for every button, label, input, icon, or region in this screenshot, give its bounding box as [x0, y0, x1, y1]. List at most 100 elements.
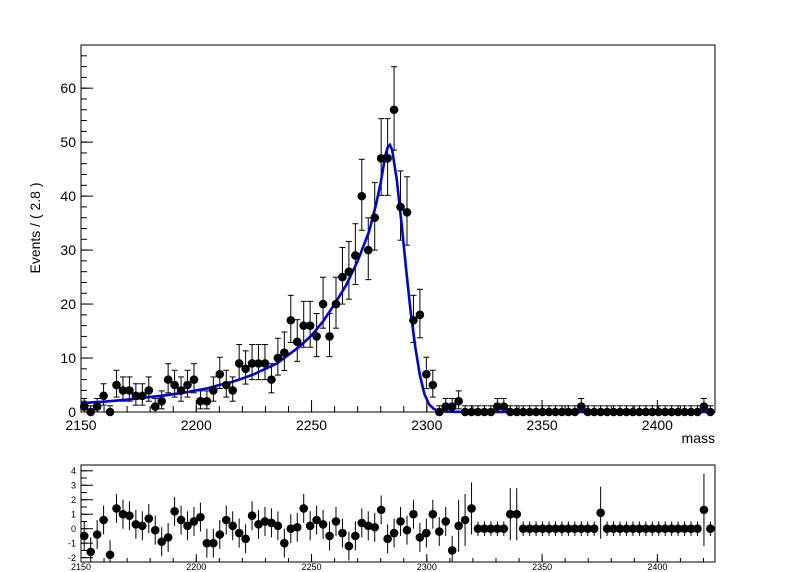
data-point [338, 272, 347, 282]
data-point [92, 530, 102, 539]
data-point [260, 359, 270, 368]
data-point [660, 524, 670, 534]
data-point [615, 524, 625, 534]
data-point [583, 524, 593, 534]
y-tick-label: 1 [71, 509, 76, 519]
data-point [267, 375, 276, 384]
data-point [622, 524, 631, 534]
data-point [86, 547, 95, 557]
data-point [125, 386, 134, 395]
data-point [609, 407, 618, 417]
data-point [635, 524, 644, 534]
data-point [557, 524, 567, 534]
data-point [202, 396, 212, 406]
data-point [221, 515, 231, 525]
data-point [667, 524, 676, 534]
y-tick-label: 50 [60, 134, 76, 150]
data-point [209, 538, 218, 548]
data-point [693, 524, 702, 534]
data-point [234, 528, 244, 538]
data-point [254, 520, 263, 529]
data-point [170, 380, 179, 390]
data-point [396, 517, 405, 526]
data-point [112, 504, 121, 513]
data-point [138, 521, 147, 531]
data-point [86, 407, 95, 417]
data-point [344, 541, 354, 551]
data-point [189, 517, 199, 526]
data-point [163, 375, 173, 384]
data-point [480, 407, 489, 417]
data-point [518, 524, 528, 534]
data-point [576, 402, 586, 411]
x-tick-label: 2150 [71, 562, 91, 572]
data-point [460, 407, 470, 417]
data-point [628, 524, 638, 534]
data-point [654, 524, 664, 534]
data-point [499, 524, 509, 534]
x-tick-label: 2300 [417, 562, 437, 572]
data-point [686, 524, 696, 534]
data-point [641, 524, 651, 534]
data-point [473, 524, 483, 534]
data-point [312, 332, 321, 341]
data-point [299, 321, 309, 330]
data-point [699, 505, 709, 515]
data-point [228, 521, 237, 531]
data-point [131, 520, 141, 529]
data-point [538, 407, 547, 417]
data-point [641, 407, 651, 417]
data-point [338, 528, 347, 538]
data-point [538, 524, 547, 534]
residual-error-bars [81, 473, 714, 562]
data-point [447, 546, 457, 555]
data-point [525, 524, 534, 534]
data-point [357, 518, 367, 528]
y-tick-label: 0 [68, 404, 76, 420]
data-point [454, 521, 463, 531]
data-point [473, 407, 483, 417]
data-point [150, 525, 160, 535]
data-point [647, 407, 657, 417]
data-point [576, 524, 586, 534]
data-point [570, 524, 580, 534]
data-point [518, 407, 528, 417]
data-point [693, 407, 702, 417]
data-point [280, 348, 289, 357]
data-point [221, 380, 231, 390]
data-point [202, 538, 212, 548]
data-point [215, 530, 225, 539]
data-point [544, 407, 554, 417]
data-point [215, 369, 225, 379]
main-error-bars [81, 66, 714, 413]
data-point [383, 534, 392, 544]
data-point [370, 522, 380, 532]
y-tick-label: 60 [60, 80, 76, 96]
data-point [312, 515, 321, 525]
data-point [428, 509, 438, 519]
data-point [673, 524, 683, 534]
data-point [344, 267, 354, 276]
data-point [112, 380, 121, 390]
data-point [99, 515, 108, 525]
main-plot-panel: 0 10 20 30 40 50 60 2150 2200 2250 2300 2350 2400 E… [27, 44, 716, 446]
data-point [564, 407, 573, 417]
y-tick-label: 0 [71, 524, 76, 534]
data-point [589, 524, 599, 534]
y-tick-label: 2 [71, 495, 76, 505]
x-tick-label: 2400 [647, 562, 667, 572]
data-point [292, 522, 302, 532]
data-point [454, 396, 463, 406]
data-point [551, 407, 560, 417]
residual-data-points [79, 504, 715, 560]
data-point [196, 512, 205, 522]
data-point [493, 402, 502, 411]
data-point [331, 517, 341, 526]
data-point [260, 517, 270, 526]
main-data-points [79, 105, 715, 417]
data-point [254, 359, 263, 368]
x-tick-label: 2200 [181, 417, 212, 433]
data-point [228, 386, 237, 395]
data-point [170, 507, 179, 516]
